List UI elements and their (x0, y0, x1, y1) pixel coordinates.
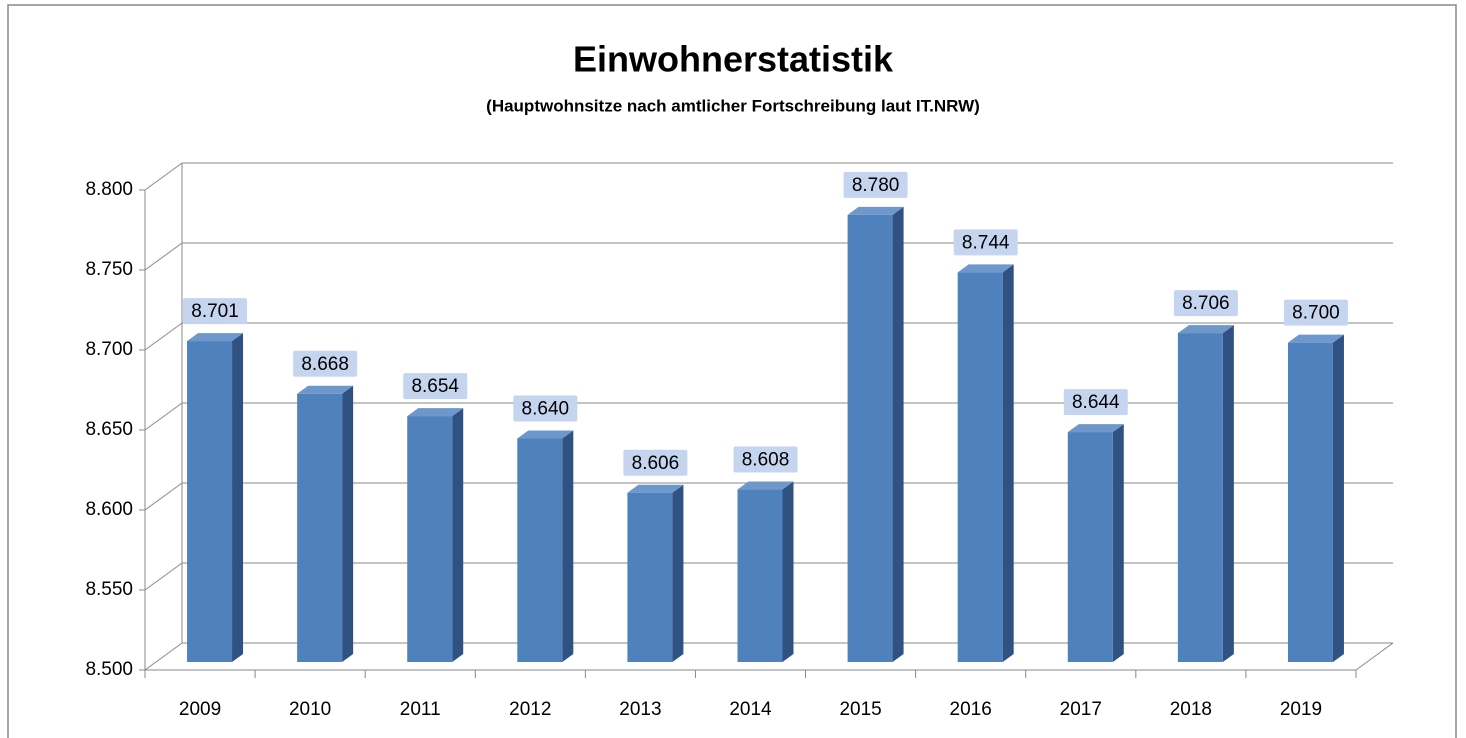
chart-subtitle: (Hauptwohnsitze nach amtlicher Fortschre… (486, 96, 980, 115)
x-tick-label: 2016 (950, 699, 992, 720)
bar-top (847, 206, 904, 215)
value-label-bg (1063, 389, 1128, 416)
value-label-bg (183, 298, 248, 325)
value-label-bg (403, 373, 468, 400)
value-label: 8.780 (852, 175, 900, 196)
bar-top (957, 264, 1014, 273)
value-label: 8.644 (1072, 392, 1120, 413)
x-tick-label: 2019 (1280, 699, 1322, 720)
y-tick-label: 8.800 (85, 179, 133, 200)
bar (737, 489, 783, 662)
bar (407, 416, 453, 662)
bar (297, 393, 343, 662)
floor-edge (1355, 642, 1394, 671)
bar-side (342, 385, 354, 662)
value-label: 8.608 (742, 450, 790, 471)
bar-side (1112, 424, 1124, 662)
x-tick-label: 2014 (729, 699, 772, 720)
bar-top (627, 484, 684, 493)
value-label-bg (1283, 299, 1348, 326)
bar-side (1002, 264, 1014, 662)
grid-line (144, 482, 183, 511)
bar-side (562, 430, 574, 662)
grid-line (144, 322, 183, 351)
value-label-bg (513, 395, 578, 422)
bar (1287, 342, 1333, 662)
bar-side (452, 408, 464, 662)
value-label-bg (733, 446, 798, 473)
bar-top (187, 333, 244, 342)
value-label: 8.654 (411, 376, 459, 397)
bar-side (782, 481, 794, 662)
y-tick-label: 8.550 (85, 579, 133, 600)
x-tick-label: 2010 (289, 699, 331, 720)
bar-top (297, 385, 354, 394)
bar-side (892, 206, 904, 662)
y-tick-label: 8.650 (85, 419, 133, 440)
x-tick-label: 2018 (1170, 699, 1212, 720)
y-tick-label: 8.700 (85, 339, 133, 360)
bar-side (232, 333, 244, 662)
value-label: 8.640 (522, 398, 570, 419)
bar-side (1222, 325, 1234, 662)
value-label-bg (1173, 290, 1238, 317)
value-label: 8.701 (191, 301, 239, 322)
x-tick-label: 2009 (179, 699, 221, 720)
x-tick-label: 2015 (839, 699, 881, 720)
bar-side (672, 484, 684, 662)
bar (847, 214, 893, 662)
grid-line (144, 642, 183, 671)
value-label-bg (623, 449, 688, 476)
grid-line (144, 562, 183, 591)
value-label: 8.744 (962, 232, 1010, 253)
x-tick-label: 2013 (619, 699, 661, 720)
chart-title: Einwohnerstatistik (573, 39, 894, 80)
bar-top (1287, 334, 1344, 343)
y-tick-label: 8.600 (85, 499, 133, 520)
value-label: 8.668 (301, 354, 349, 375)
bar (187, 341, 233, 662)
value-label: 8.606 (632, 453, 680, 474)
x-tick-label: 2017 (1060, 699, 1102, 720)
value-label: 8.700 (1292, 303, 1340, 324)
value-label-bg (293, 350, 358, 377)
grid-line (144, 242, 183, 271)
bar (627, 492, 673, 662)
bar-top (1177, 325, 1234, 334)
value-label-bg (843, 171, 908, 198)
bar (957, 272, 1003, 662)
bar-top (737, 481, 794, 490)
bar (1177, 333, 1223, 662)
grid-line (144, 402, 183, 431)
bar-top (517, 430, 574, 439)
bar-side (1332, 334, 1344, 662)
y-tick-label: 8.500 (85, 659, 133, 680)
value-label-bg (953, 229, 1018, 256)
grid-line (144, 162, 183, 191)
bar (1067, 432, 1113, 662)
bar-top (407, 408, 464, 417)
value-label: 8.706 (1182, 293, 1230, 314)
bar (517, 438, 563, 662)
x-tick-label: 2011 (400, 699, 441, 720)
y-tick-label: 8.750 (85, 259, 133, 280)
x-tick-label: 2012 (509, 699, 551, 720)
chart-border (7, 4, 1457, 738)
bar-top (1067, 424, 1124, 433)
